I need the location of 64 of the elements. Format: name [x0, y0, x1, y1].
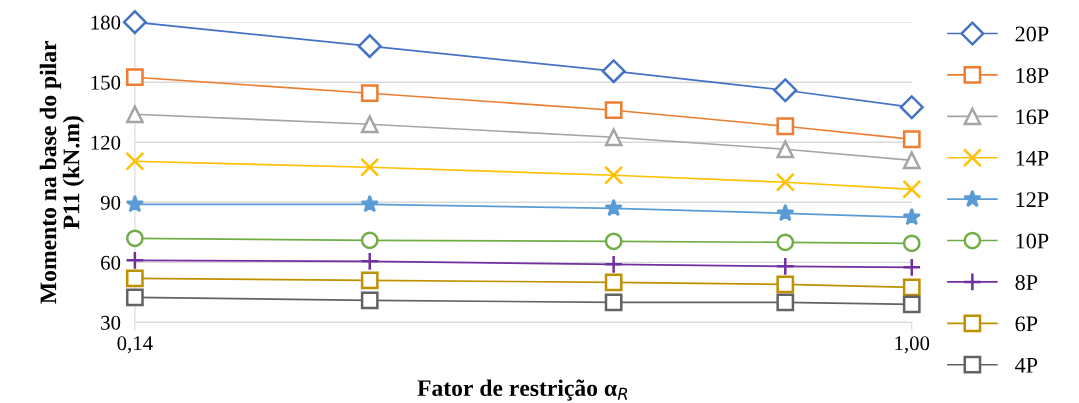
point: [360, 251, 380, 271]
point: [776, 203, 795, 222]
point: [776, 140, 795, 159]
point: [360, 291, 379, 310]
point: [902, 234, 921, 253]
point: [902, 151, 921, 170]
point: [604, 165, 624, 185]
point: [899, 95, 924, 120]
x-tick-label: 1,00: [895, 336, 930, 354]
point: [125, 229, 144, 248]
point: [604, 232, 623, 251]
point: [604, 273, 623, 292]
point: [604, 198, 623, 217]
y-tick-label: 180: [91, 15, 121, 30]
legend-label: 4P: [1015, 357, 1038, 373]
point: [902, 278, 921, 297]
point: [125, 105, 144, 124]
point: [125, 194, 145, 213]
legend-label: 14P: [1016, 150, 1049, 166]
point: [360, 271, 379, 290]
legend-label: 18P: [1016, 67, 1049, 83]
point: [360, 115, 379, 134]
x-tick-label: 0,14: [117, 336, 153, 354]
legend-label: 16P: [1016, 109, 1049, 125]
y-tick-label: 60: [101, 255, 121, 270]
point: [902, 207, 921, 226]
point: [604, 128, 623, 147]
point: [773, 78, 798, 103]
point: [902, 295, 921, 314]
point: [125, 288, 144, 307]
point: [601, 59, 626, 84]
point: [776, 275, 795, 294]
y-tick-label: 30: [101, 315, 121, 330]
point: [776, 117, 795, 136]
point: [902, 257, 922, 277]
legend-label: 10P: [1016, 233, 1049, 249]
point: [360, 194, 379, 213]
y-tick-label: 120: [91, 135, 121, 150]
point: [357, 34, 382, 59]
point: [775, 172, 795, 192]
point: [604, 101, 623, 120]
y-axis-title: Momento na base do pilar P11 (kN.m): [39, 40, 85, 304]
point: [125, 269, 144, 288]
point: [125, 68, 144, 87]
x-axis-title: Fator de restrição α$_{R}$: [417, 379, 628, 401]
y-tick-label: 90: [100, 195, 121, 210]
point: [360, 84, 379, 103]
point: [776, 293, 795, 312]
point: [122, 10, 147, 35]
point: [360, 157, 380, 177]
point: [604, 293, 623, 312]
legend-label: 12P: [1016, 192, 1049, 207]
point: [125, 151, 145, 171]
point: [360, 231, 379, 250]
point: [902, 179, 922, 199]
point: [125, 250, 145, 270]
legend-label: 8P: [1015, 274, 1038, 290]
point: [776, 233, 795, 252]
point: [775, 256, 795, 276]
legend-label: 6P: [1015, 316, 1038, 332]
legend-label: 20P: [1015, 26, 1049, 42]
point: [604, 254, 624, 274]
point: [902, 130, 921, 149]
y-tick-label: 150: [91, 75, 121, 90]
